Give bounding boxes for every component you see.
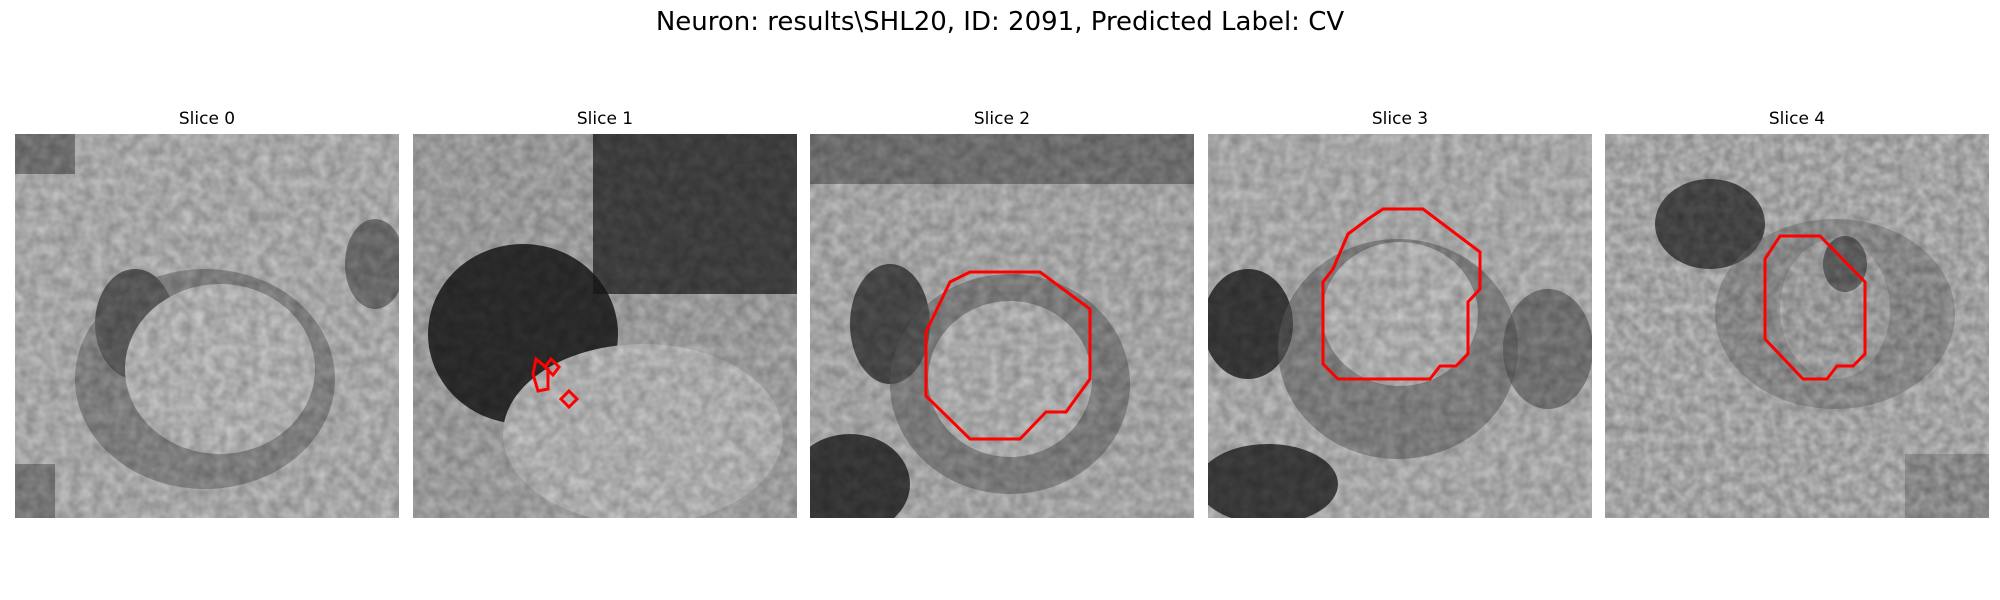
slice-title: Slice 3 xyxy=(1371,109,1429,129)
slice-image-2 xyxy=(810,134,1194,518)
slice-title: Slice 4 xyxy=(1768,109,1826,129)
cell-contour xyxy=(924,270,1092,441)
figure-title: Neuron: results\SHL20, ID: 2091, Predict… xyxy=(655,7,1345,37)
slice-title: Slice 2 xyxy=(973,109,1031,129)
slice-image-3 xyxy=(1208,134,1592,518)
slice-image-1 xyxy=(413,134,797,518)
cell-contour xyxy=(1321,207,1482,381)
slice-image-4 xyxy=(1605,134,1989,518)
slice-title: Slice 1 xyxy=(576,109,634,129)
cell-contour xyxy=(1763,234,1867,381)
cell-contour xyxy=(531,356,580,410)
slice-title: Slice 0 xyxy=(178,109,236,129)
slice-image-0 xyxy=(15,134,399,518)
